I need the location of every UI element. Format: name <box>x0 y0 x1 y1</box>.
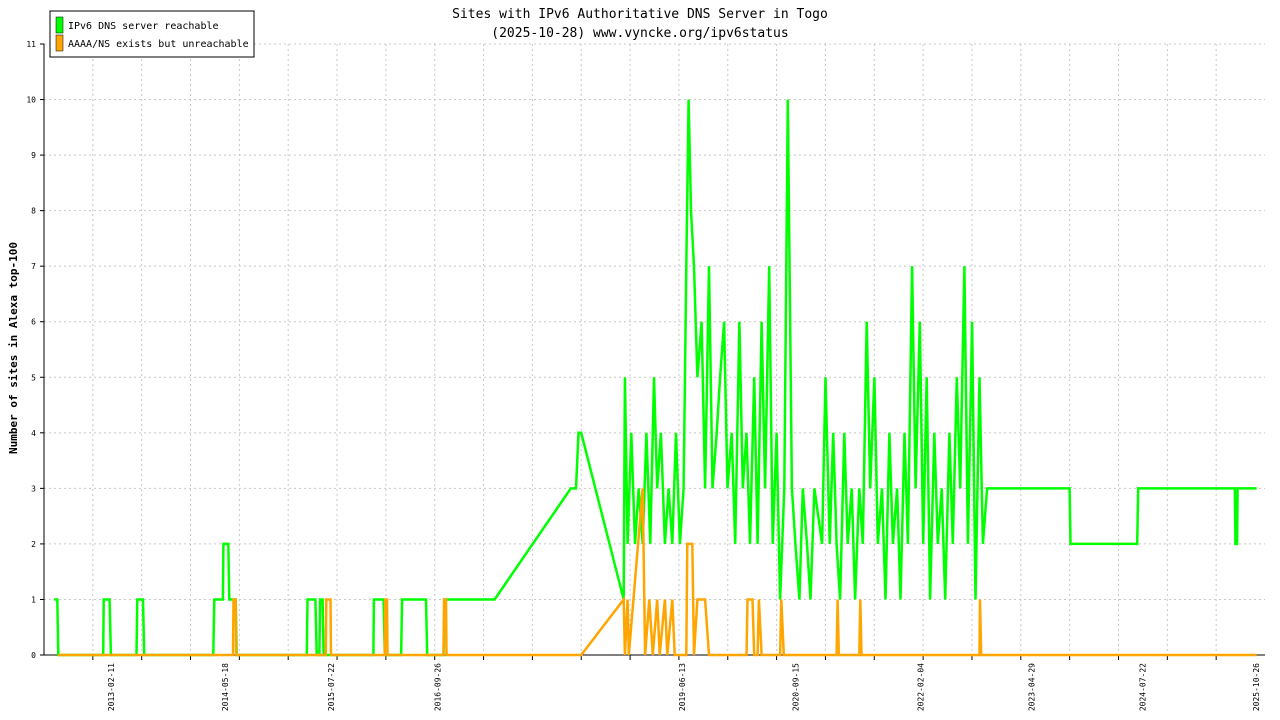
chart-title: Sites with IPv6 Authoritative DNS Server… <box>452 7 828 22</box>
x-tick-labels: 2013-02-11 2014-05-18 2015-07-22 2016-09-26… <box>107 663 1261 711</box>
series-line-unreachable <box>58 488 1257 657</box>
legend: IPv6 DNS server reachable AAAA/NS exists… <box>49 10 255 58</box>
x-tick-label: 2024-07-22 <box>1138 663 1147 711</box>
x-tick-label: 2014-05-18 <box>221 663 230 711</box>
chart-subtitle: (2025-10-28) www.vyncke.org/ipv6status <box>491 26 788 41</box>
y-tick-label: 9 <box>31 151 36 160</box>
y-axis-title: Number of sites in Alexa top-100 <box>7 242 20 454</box>
x-tick-label: 2022-02-04 <box>917 663 926 711</box>
series-lines <box>54 99 1257 657</box>
x-tick-label: 2016-09-26 <box>434 663 443 711</box>
gridlines <box>44 43 1265 656</box>
x-tick-label: 2025-10-26 <box>1252 663 1261 711</box>
legend-swatch-unreachable <box>55 34 64 52</box>
y-tick-label: 10 <box>26 96 36 105</box>
y-tick-label: 8 <box>31 207 36 216</box>
y-tick-label: 7 <box>31 262 36 271</box>
y-tick-label: 2 <box>31 540 36 549</box>
x-tick-label: 2019-06-13 <box>678 663 687 711</box>
x-tick-label: 2020-09-15 <box>791 663 800 711</box>
y-tick-label: 5 <box>31 373 36 382</box>
legend-swatch-reachable <box>55 16 64 34</box>
legend-label-reachable: IPv6 DNS server reachable <box>68 21 219 32</box>
y-tick-label: 3 <box>31 484 36 493</box>
y-tick-label: 6 <box>31 318 36 327</box>
x-tick-label: 2015-07-22 <box>327 663 336 711</box>
y-tick-label: 4 <box>31 429 36 438</box>
legend-label-unreachable: AAAA/NS exists but unreachable <box>68 39 249 50</box>
legend-box <box>49 10 255 58</box>
y-tick-label: 0 <box>31 651 36 660</box>
x-tick-label: 2013-02-11 <box>107 663 116 711</box>
x-tick-label: 2023-04-29 <box>1027 663 1036 711</box>
y-tick-label: 11 <box>26 40 36 49</box>
y-tick-labels: 0 1 2 3 4 5 6 7 8 9 10 11 <box>26 40 36 660</box>
series-line-reachable <box>54 99 1257 657</box>
y-tick-label: 1 <box>31 595 36 604</box>
